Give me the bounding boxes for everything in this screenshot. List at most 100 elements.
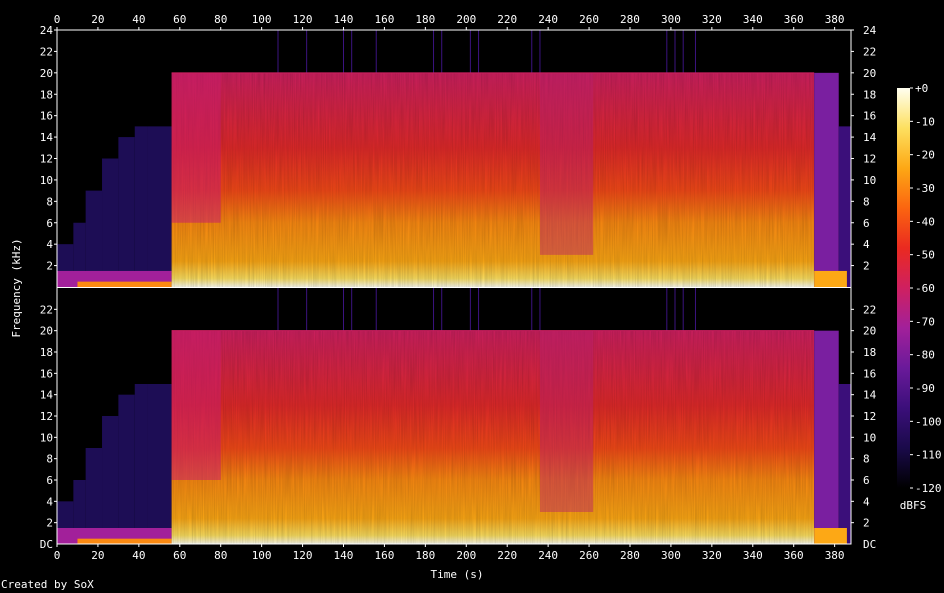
x-tick-label-bottom: 160 [374, 549, 394, 562]
x-tick-label-bottom: 220 [497, 549, 517, 562]
colorbar-label: dBFS [900, 499, 927, 512]
x-tick-label-bottom: 120 [293, 549, 313, 562]
y-tick-label-right: 14 [863, 131, 877, 144]
x-tick-label-top: 80 [214, 13, 227, 26]
x-tick-label-bottom: 80 [214, 549, 227, 562]
y-tick-label-left: 22 [40, 45, 53, 58]
y-axis-label: Frequency (kHz) [10, 238, 23, 337]
y-tick-label-right: 14 [863, 389, 877, 402]
y-tick-label-right: 10 [863, 431, 876, 444]
y-tick-label-right: 20 [863, 325, 876, 338]
x-tick-label-top: 280 [620, 13, 640, 26]
fade-in-block [85, 190, 103, 287]
y-tick-label-left: 8 [46, 453, 53, 466]
y-tick-label-left: 6 [46, 217, 53, 230]
x-tick-label-bottom: 340 [743, 549, 763, 562]
colorbar-tick-label: -110 [915, 449, 942, 462]
fade-in-block [134, 126, 148, 287]
colorbar-tick-label: -120 [915, 482, 942, 495]
y-tick-label-left: 12 [40, 153, 53, 166]
y-tick-label-right: 4 [863, 238, 870, 251]
fade-out-bass [814, 270, 847, 287]
x-tick-label-top: 300 [661, 13, 681, 26]
y-tick-label-left: 20 [40, 325, 53, 338]
fade-in-block [147, 126, 172, 287]
x-tick-label-bottom: 140 [334, 549, 354, 562]
fade-out-block [814, 72, 839, 287]
fade-out-block [814, 330, 839, 544]
x-tick-label-top: 380 [825, 13, 845, 26]
y-tick-label-right: 18 [863, 88, 876, 101]
y-tick-label-left: 8 [46, 195, 53, 208]
fade-in-block [118, 137, 135, 287]
fade-in-block [102, 416, 119, 544]
x-tick-label-top: 360 [784, 13, 804, 26]
axes: 0 0 20 20 40 40 60 60 80 80 100 100 120 120 140 140 160 1… [40, 13, 877, 562]
y-tick-label-right: 20 [863, 67, 876, 80]
y-tick-label-left: 14 [40, 389, 54, 402]
y-tick-label-right: 12 [863, 153, 876, 166]
x-tick-label-top: 220 [497, 13, 517, 26]
y-tick-label-left: 16 [40, 110, 53, 123]
fade-in-bass [77, 281, 172, 287]
texture [171, 330, 815, 544]
y-tick-label-left: 14 [40, 131, 54, 144]
y-tick-label-left: 22 [40, 303, 53, 316]
spectrogram-panels [57, 30, 851, 544]
fade-out-bass [814, 528, 847, 544]
channel-2-panel [57, 288, 851, 544]
x-tick-label-bottom: 320 [702, 549, 722, 562]
colorbar-tick-label: -20 [915, 149, 935, 162]
fade-out-tail [838, 384, 851, 544]
x-tick-label-bottom: 280 [620, 549, 640, 562]
y-tick-label-right: 10 [863, 174, 876, 187]
x-tick-label-bottom: 100 [252, 549, 272, 562]
y-tick-label-left: 6 [46, 474, 53, 487]
x-tick-label-top: 20 [91, 13, 104, 26]
x-tick-label-top: 260 [579, 13, 599, 26]
x-tick-label-top: 140 [334, 13, 354, 26]
colorbar-tick-label: -60 [915, 282, 935, 295]
x-tick-label-bottom: 0 [54, 549, 61, 562]
colorbar-tick-label: -100 [915, 415, 942, 428]
early-region [171, 72, 221, 223]
y-tick-label-right: 8 [863, 195, 870, 208]
colorbar-tick-label: -90 [915, 382, 935, 395]
colorbar-tick-label: +0 [915, 82, 928, 95]
credit-text: Created by SoX [1, 578, 94, 591]
x-tick-label-bottom: 380 [825, 549, 845, 562]
y-tick-label-right: 4 [863, 495, 870, 508]
x-tick-label-bottom: 360 [784, 549, 804, 562]
x-tick-label-top: 240 [538, 13, 558, 26]
x-tick-label-bottom: 200 [456, 549, 476, 562]
y-tick-label-left: 18 [40, 88, 53, 101]
y-tick-label-right: 6 [863, 474, 870, 487]
y-tick-label-left: 16 [40, 367, 53, 380]
x-tick-label-top: 320 [702, 13, 722, 26]
y-tick-label-left-dc: DC [40, 538, 53, 551]
mid-section [539, 72, 594, 255]
y-tick-label-left: 12 [40, 410, 53, 423]
colorbar-tick-label: -70 [915, 315, 935, 328]
x-tick-label-top: 100 [252, 13, 272, 26]
y-tick-label-right: 2 [863, 517, 870, 530]
y-tick-label-right: 24 [863, 24, 877, 37]
fade-out-tail [838, 126, 851, 287]
x-tick-label-top: 120 [293, 13, 313, 26]
x-tick-label-bottom: 40 [132, 549, 145, 562]
x-tick-label-top: 200 [456, 13, 476, 26]
x-tick-label-bottom: 180 [415, 549, 435, 562]
y-tick-label-right: 16 [863, 367, 876, 380]
early-region [171, 330, 221, 480]
y-tick-label-left: 10 [40, 431, 53, 444]
x-tick-label-bottom: 240 [538, 549, 558, 562]
x-tick-label-top: 40 [132, 13, 145, 26]
fade-in-bass [77, 538, 172, 544]
y-tick-label-right-dc: DC [863, 538, 876, 551]
y-tick-label-right: 12 [863, 410, 876, 423]
y-tick-label-left: 24 [40, 24, 54, 37]
y-tick-label-left: 4 [46, 495, 53, 508]
y-tick-label-right: 18 [863, 346, 876, 359]
y-tick-label-right: 6 [863, 217, 870, 230]
x-tick-label-top: 0 [54, 13, 61, 26]
